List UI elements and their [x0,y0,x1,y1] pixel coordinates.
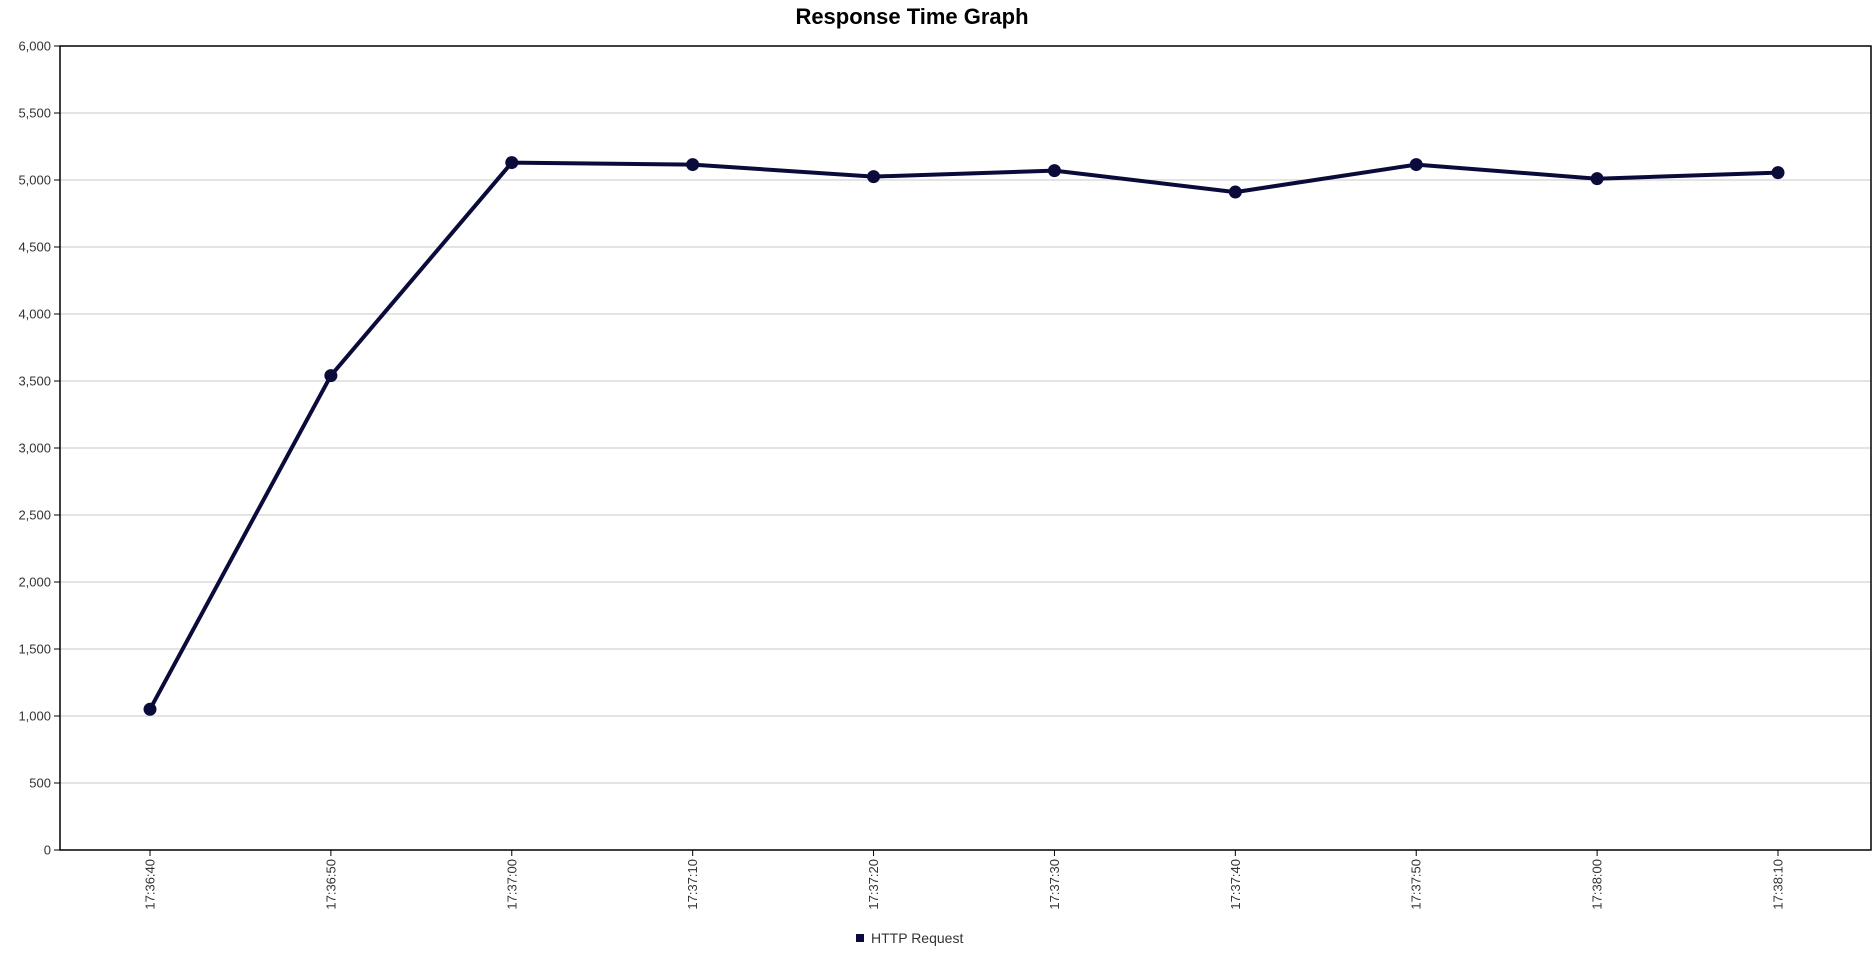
x-tick-label: 17:36:40 [143,859,158,910]
x-tick-label: 17:36:50 [323,859,338,910]
y-tick-label: 5,000 [18,173,51,188]
x-tick-label: 17:37:00 [504,859,519,910]
x-tick-label: 17:38:10 [1771,859,1786,910]
y-tick-label: 6,000 [18,39,51,54]
x-axis: 17:36:40 17:36:50 17:37:00 17:37:10 17:37:20… [143,850,1786,910]
legend: HTTP Request [856,930,963,946]
y-tick-label: 0 [44,843,51,858]
chart-title: Response Time Graph [795,4,1028,29]
series-layer [143,156,1785,716]
y-tick-label: 3,500 [18,374,51,389]
y-tick-label: 4,500 [18,240,51,255]
data-point [1771,166,1785,180]
y-tick-label: 2,500 [18,508,51,523]
y-tick-label: 2,000 [18,575,51,590]
data-point [1409,158,1423,172]
data-point [324,369,338,383]
y-tick-label: 1,000 [18,709,51,724]
gridlines [60,112,1871,784]
legend-swatch-http-request [856,934,864,942]
x-tick-label: 17:37:20 [866,859,881,910]
x-tick-label: 17:37:40 [1228,859,1243,910]
data-point [1590,172,1604,186]
y-tick-label: 4,000 [18,307,51,322]
data-point [686,158,700,172]
legend-label-http-request: HTTP Request [871,930,963,946]
x-tick-label: 17:38:00 [1590,859,1605,910]
series-line-http-request [148,160,1780,712]
data-point [505,156,519,170]
plot-area-frame [59,45,1872,851]
x-tick-label: 17:37:30 [1047,859,1062,910]
y-tick-label: 1,500 [18,642,51,657]
y-tick-label: 5,500 [18,106,51,121]
x-tick-label: 17:37:10 [685,859,700,910]
y-axis: 0 500 1,000 1,500 2,000 2,500 3,000 3,500 4,000 4… [18,39,60,858]
y-tick-label: 500 [29,776,51,791]
data-point [1047,164,1061,178]
y-tick-label: 3,000 [18,441,51,456]
data-point [1228,185,1242,199]
data-point [867,170,881,184]
data-point [143,702,157,716]
x-tick-label: 17:37:50 [1409,859,1424,910]
